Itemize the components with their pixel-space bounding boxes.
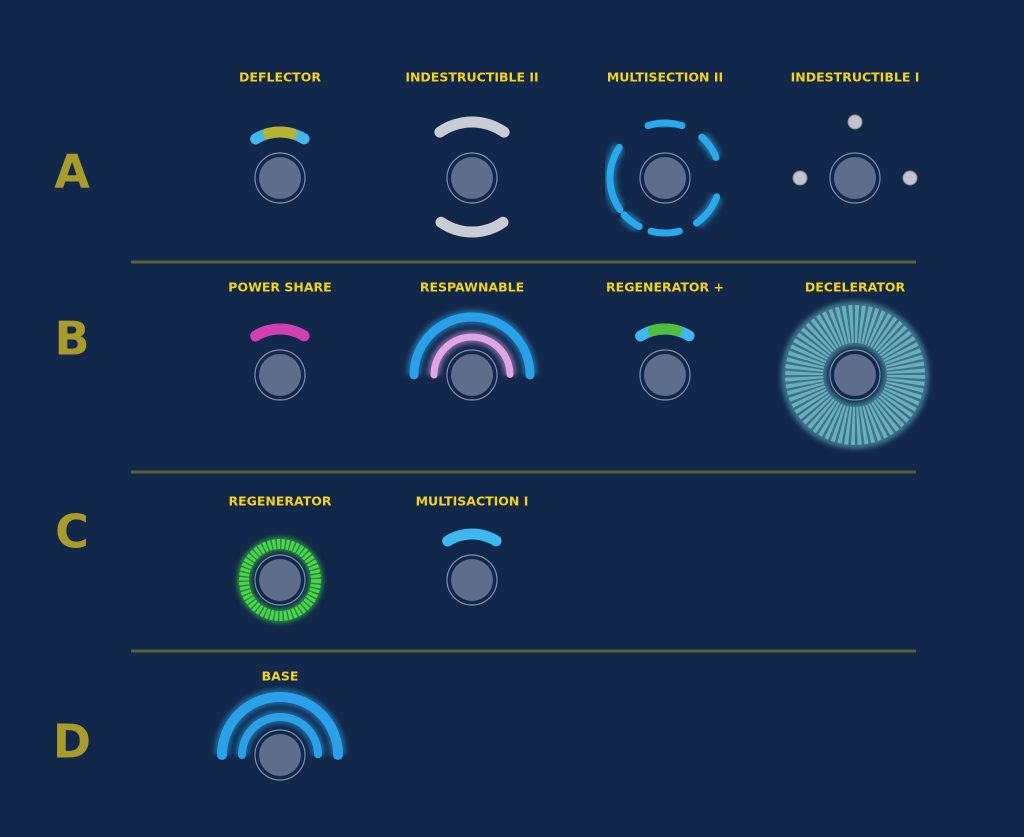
- shield-segment: [409, 312, 535, 380]
- shield-item: POWER SHARE: [228, 280, 332, 401]
- shield-name: INDESTRUCTIBLE I: [791, 70, 920, 85]
- ship-core: [644, 157, 686, 199]
- shield-segment: [620, 211, 643, 231]
- shield-item: REGENERATOR: [228, 494, 332, 623]
- ship-core: [834, 354, 876, 396]
- shield-name: MULTISACTION I: [416, 494, 529, 509]
- shield-name: MULTISECTION II: [607, 70, 723, 85]
- shield-piece: [902, 170, 918, 186]
- ship-core: [259, 559, 301, 601]
- shield-segment: [644, 119, 686, 130]
- shield-segment: [238, 713, 322, 759]
- ship-ring: [254, 349, 306, 401]
- shield-name: INDESTRUCTIBLE II: [405, 70, 538, 85]
- shield-item: DEFLECTOR: [239, 70, 321, 204]
- shield-segment: [217, 692, 343, 760]
- row-label: B: [54, 312, 89, 366]
- shield-piece: [847, 114, 863, 130]
- shield-item: INDESTRUCTIBLE I: [791, 70, 920, 204]
- shield-piece: [792, 170, 808, 186]
- shield-segment: [647, 323, 683, 337]
- shield-item: MULTISACTION I: [416, 494, 529, 606]
- shield-name: DECELERATOR: [805, 280, 906, 295]
- shield-segment: [434, 116, 510, 138]
- ship-ring: [254, 152, 306, 204]
- ship-ring: [446, 349, 498, 401]
- ship-core: [451, 157, 493, 199]
- shield-segment: [262, 126, 298, 140]
- ship-ring: [639, 349, 691, 401]
- shield-segment: [693, 193, 721, 227]
- shield-item: BASE: [214, 669, 346, 781]
- shield-item: INDESTRUCTIBLE II: [405, 70, 539, 238]
- ship-ring: [829, 349, 881, 401]
- shield-ring: [785, 305, 925, 445]
- ship-core: [644, 354, 686, 396]
- shield-segment: [250, 323, 310, 342]
- ship-ring: [254, 729, 306, 781]
- shield-segment: [430, 333, 514, 379]
- shield-name: REGENERATOR: [228, 494, 331, 509]
- ship-ring: [446, 554, 498, 606]
- ship-core: [451, 354, 493, 396]
- ship-ring: [254, 554, 306, 606]
- shield-segment: [698, 133, 720, 161]
- shield-segment: [606, 142, 624, 214]
- shield-name: REGENERATOR +: [606, 280, 724, 295]
- shield-item: RESPAWNABLE: [406, 280, 538, 401]
- shield-item: MULTISECTION II: [603, 70, 723, 240]
- shield-name: DEFLECTOR: [239, 70, 321, 85]
- shield-segment: [647, 227, 683, 237]
- ship-ring: [829, 152, 881, 204]
- shield-name: RESPAWNABLE: [420, 280, 524, 295]
- shield-segment: [435, 216, 509, 238]
- row-label: D: [53, 715, 91, 769]
- shield-name: POWER SHARE: [228, 280, 331, 295]
- ship-core: [259, 157, 301, 199]
- ship-ring: [446, 152, 498, 204]
- ship-core: [834, 157, 876, 199]
- row-label: A: [54, 145, 90, 199]
- shield-ring: [239, 539, 321, 621]
- row-label: C: [55, 505, 89, 559]
- ship-core: [259, 734, 301, 776]
- ship-core: [259, 354, 301, 396]
- ship-core: [451, 559, 493, 601]
- shield-name: BASE: [262, 669, 299, 684]
- ship-ring: [639, 152, 691, 204]
- shield-item: DECELERATOR: [781, 280, 929, 449]
- shield-item: REGENERATOR +: [606, 280, 724, 401]
- shield-segment: [442, 528, 502, 547]
